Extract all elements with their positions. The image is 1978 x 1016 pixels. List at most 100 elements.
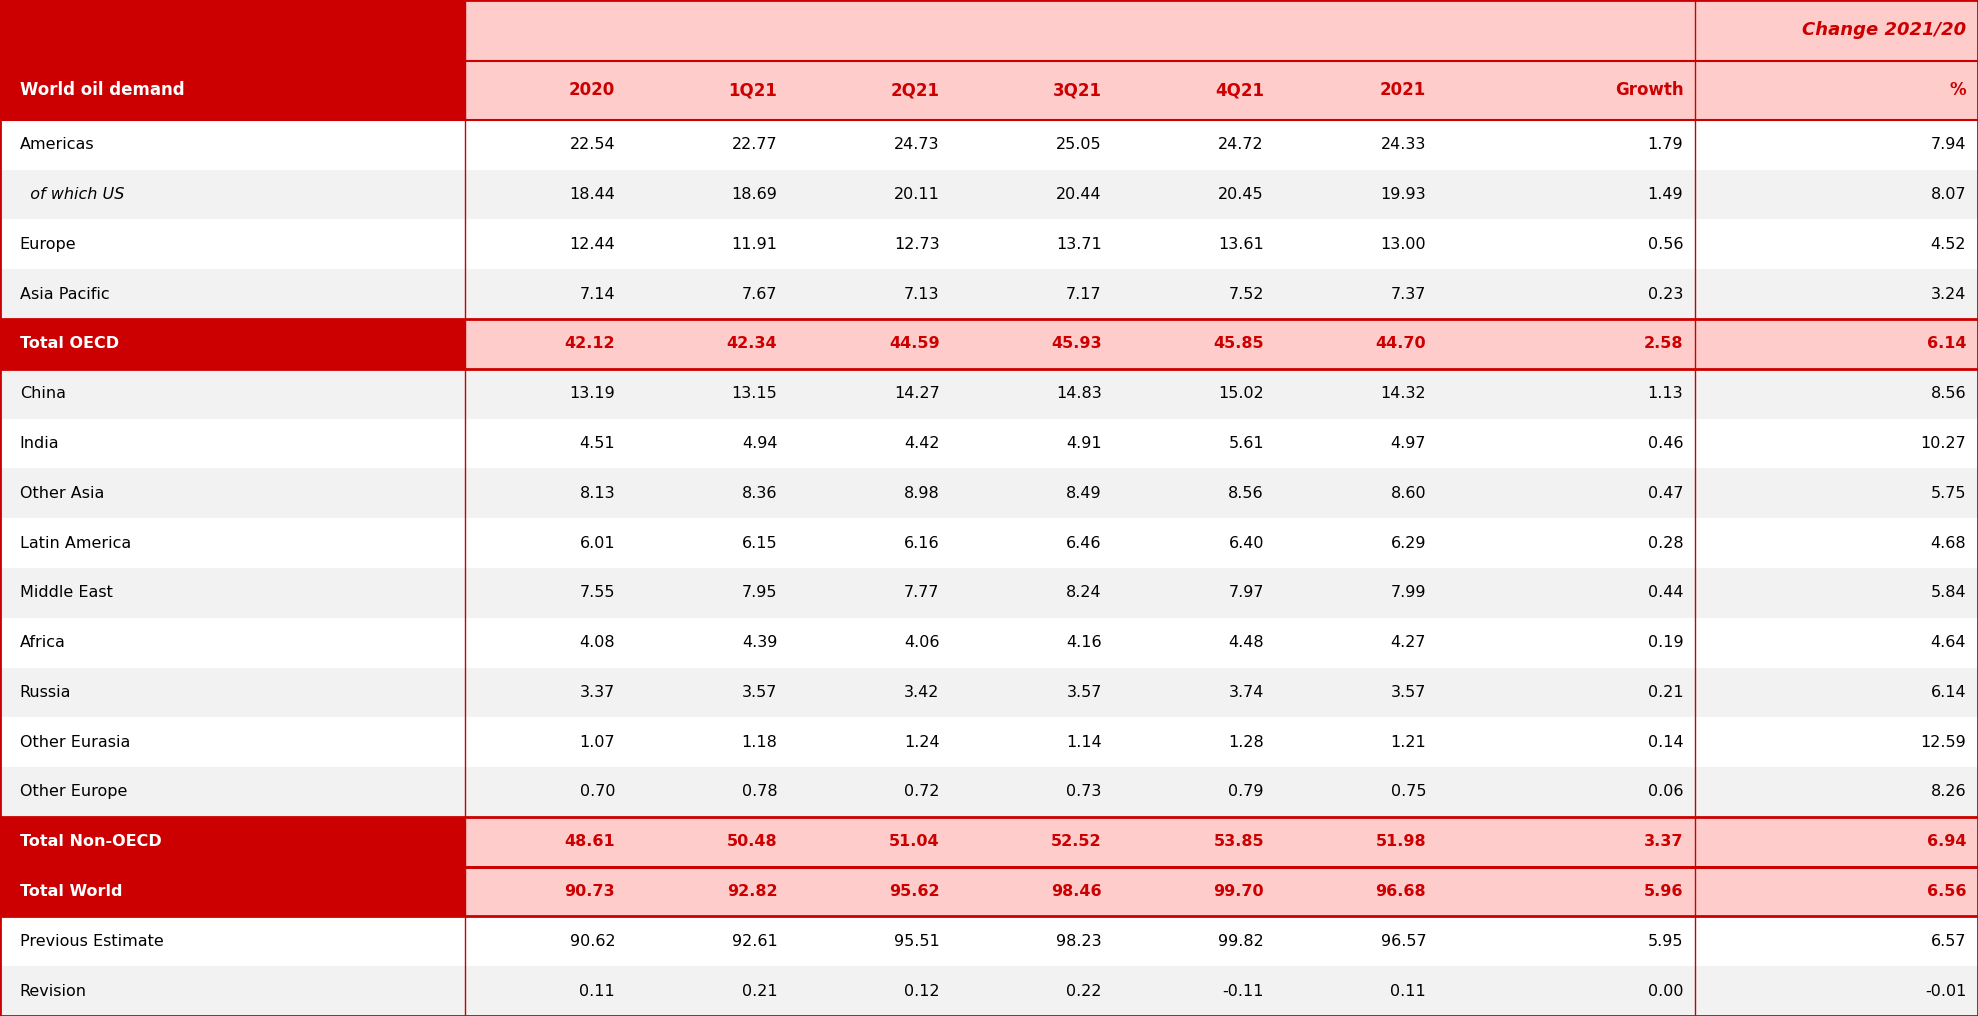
- Bar: [1276, 170, 1438, 219]
- Bar: [1695, 61, 1978, 120]
- Bar: [1114, 0, 1276, 61]
- Bar: [0, 269, 465, 319]
- Bar: [465, 120, 627, 170]
- Bar: [0, 717, 465, 767]
- Bar: [789, 269, 951, 319]
- Bar: [789, 767, 951, 817]
- Bar: [789, 419, 951, 468]
- Bar: [627, 319, 789, 369]
- Bar: [1276, 0, 1438, 61]
- Bar: [1114, 120, 1276, 170]
- Text: 0.44: 0.44: [1648, 585, 1683, 600]
- Bar: [1276, 568, 1438, 618]
- Text: 22.77: 22.77: [732, 137, 777, 152]
- Bar: [1276, 767, 1438, 817]
- Bar: [465, 219, 627, 269]
- Bar: [1695, 966, 1978, 1016]
- Text: 6.15: 6.15: [742, 535, 777, 551]
- Bar: [0, 61, 465, 120]
- Text: 14.27: 14.27: [894, 386, 940, 401]
- Bar: [789, 867, 951, 916]
- Bar: [1114, 518, 1276, 568]
- Text: 98.23: 98.23: [1056, 934, 1102, 949]
- Bar: [0, 916, 465, 966]
- Text: 4.48: 4.48: [1228, 635, 1264, 650]
- Text: 0.23: 0.23: [1648, 287, 1683, 302]
- Bar: [465, 717, 627, 767]
- Bar: [789, 468, 951, 518]
- Bar: [789, 219, 951, 269]
- Bar: [465, 468, 627, 518]
- Bar: [1114, 61, 1276, 120]
- Bar: [1695, 120, 1978, 170]
- Bar: [1695, 468, 1978, 518]
- Text: 92.61: 92.61: [732, 934, 777, 949]
- Bar: [1276, 120, 1438, 170]
- Bar: [1114, 219, 1276, 269]
- Text: 7.13: 7.13: [904, 287, 940, 302]
- Bar: [1114, 867, 1276, 916]
- Text: 0.79: 0.79: [1228, 784, 1264, 800]
- Text: 7.67: 7.67: [742, 287, 777, 302]
- Text: 5.95: 5.95: [1648, 934, 1683, 949]
- Text: Revision: Revision: [20, 983, 87, 999]
- Bar: [1438, 419, 1695, 468]
- Bar: [1114, 269, 1276, 319]
- Bar: [465, 966, 627, 1016]
- Bar: [627, 419, 789, 468]
- Text: 18.44: 18.44: [570, 187, 615, 202]
- Text: 10.27: 10.27: [1921, 436, 1966, 451]
- Bar: [1695, 916, 1978, 966]
- Text: 4.97: 4.97: [1391, 436, 1426, 451]
- Bar: [465, 568, 627, 618]
- Text: 14.83: 14.83: [1056, 386, 1102, 401]
- Bar: [627, 817, 789, 867]
- Bar: [1276, 219, 1438, 269]
- Bar: [0, 369, 465, 419]
- Text: 3.57: 3.57: [742, 685, 777, 700]
- Bar: [1114, 618, 1276, 668]
- Bar: [1114, 369, 1276, 419]
- Text: 50.48: 50.48: [726, 834, 777, 849]
- Text: 0.14: 0.14: [1648, 735, 1683, 750]
- Text: 3.57: 3.57: [1066, 685, 1102, 700]
- Text: Other Asia: Other Asia: [20, 486, 105, 501]
- Text: 52.52: 52.52: [1050, 834, 1102, 849]
- Bar: [1438, 468, 1695, 518]
- Bar: [0, 468, 465, 518]
- Bar: [1695, 369, 1978, 419]
- Text: 90.62: 90.62: [570, 934, 615, 949]
- Text: 42.12: 42.12: [564, 336, 615, 352]
- Bar: [465, 170, 627, 219]
- Bar: [627, 618, 789, 668]
- Text: 2020: 2020: [570, 81, 615, 100]
- Text: Total OECD: Total OECD: [20, 336, 119, 352]
- Bar: [0, 518, 465, 568]
- Bar: [465, 419, 627, 468]
- Text: 8.49: 8.49: [1066, 486, 1102, 501]
- Bar: [1276, 817, 1438, 867]
- Text: 8.98: 8.98: [904, 486, 940, 501]
- Text: 0.47: 0.47: [1648, 486, 1683, 501]
- Text: 4.94: 4.94: [742, 436, 777, 451]
- Text: Other Europe: Other Europe: [20, 784, 127, 800]
- Bar: [0, 817, 465, 867]
- Text: 1.79: 1.79: [1648, 137, 1683, 152]
- Text: 0.75: 0.75: [1391, 784, 1426, 800]
- Bar: [1695, 867, 1978, 916]
- Text: 8.56: 8.56: [1931, 386, 1966, 401]
- Text: 0.78: 0.78: [742, 784, 777, 800]
- Bar: [1438, 319, 1695, 369]
- Text: 96.57: 96.57: [1381, 934, 1426, 949]
- Bar: [627, 717, 789, 767]
- Text: 8.13: 8.13: [580, 486, 615, 501]
- Bar: [1276, 419, 1438, 468]
- Text: 44.59: 44.59: [888, 336, 940, 352]
- Text: 4.39: 4.39: [742, 635, 777, 650]
- Bar: [1276, 319, 1438, 369]
- Text: 0.06: 0.06: [1648, 784, 1683, 800]
- Bar: [789, 0, 951, 61]
- Text: 7.95: 7.95: [742, 585, 777, 600]
- Bar: [1276, 867, 1438, 916]
- Bar: [1438, 817, 1695, 867]
